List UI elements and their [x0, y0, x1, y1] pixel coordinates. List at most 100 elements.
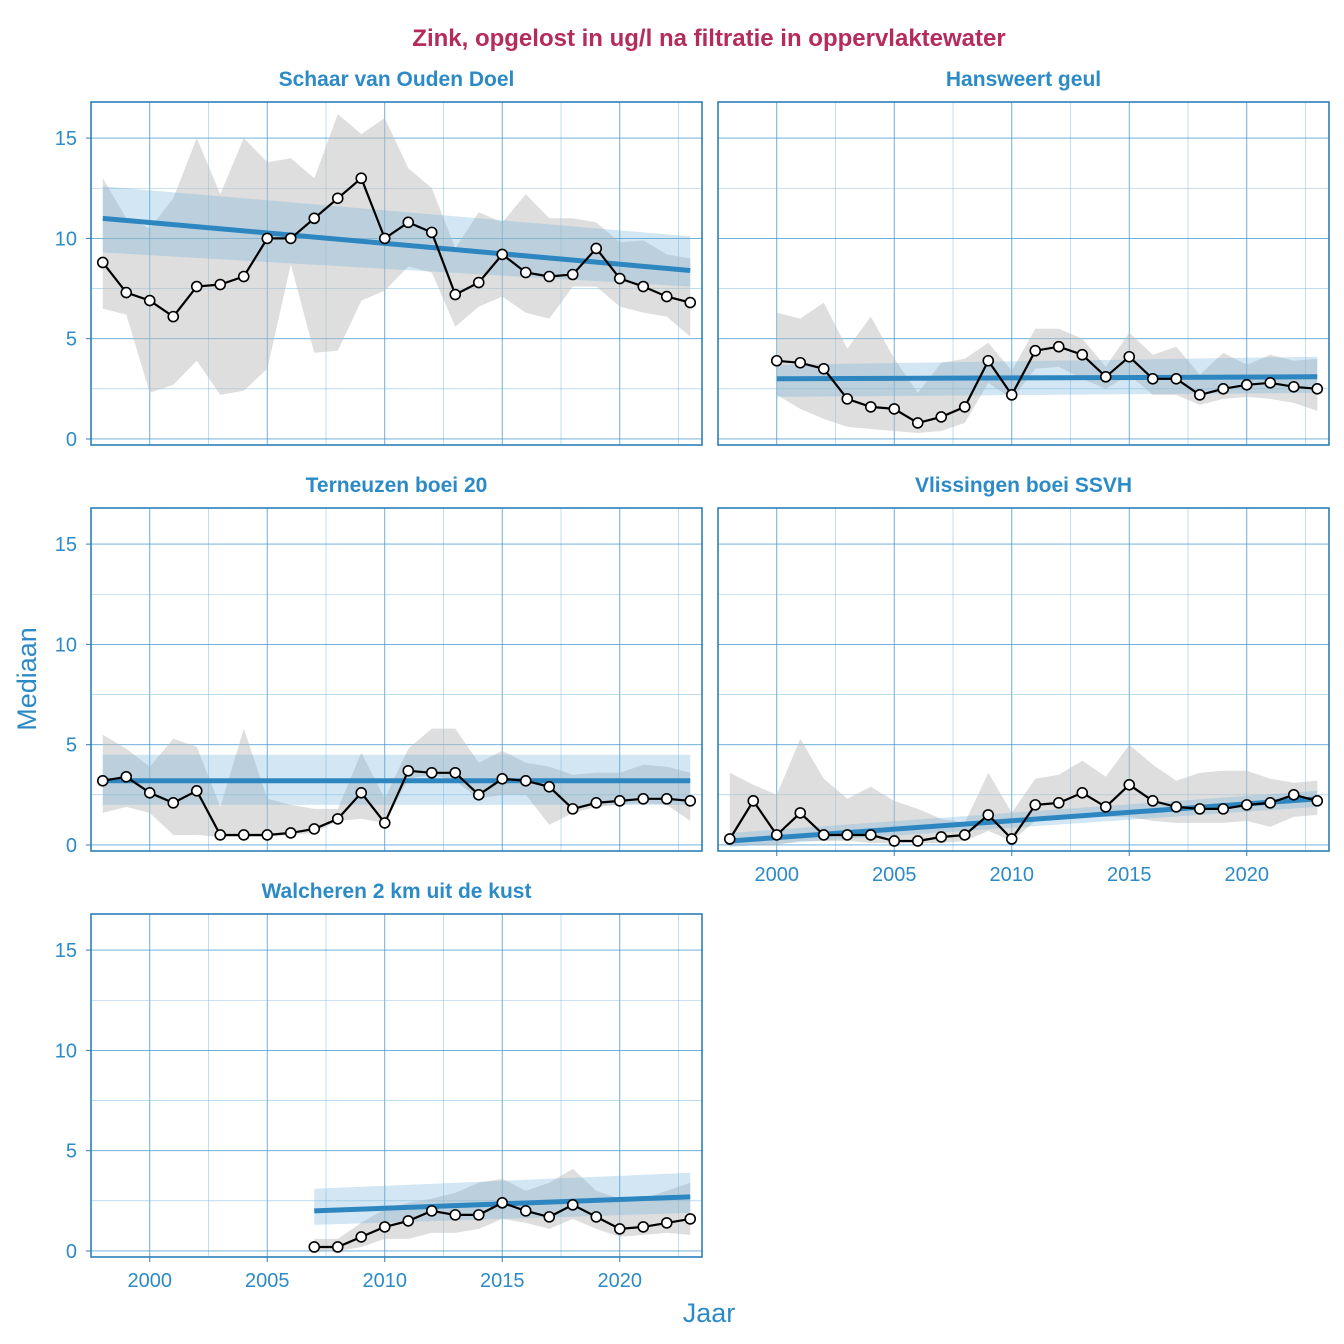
x-tick-label: 2015 — [480, 1270, 525, 1292]
data-point-walcheren-2-km-uit-de-kust-2011 — [402, 1215, 415, 1227]
data-point-vlissingen-boei-ssvh-2006 — [911, 835, 924, 847]
data-point-vlissingen-boei-ssvh-2022 — [1287, 789, 1300, 801]
panel-border — [717, 101, 1330, 446]
data-point-walcheren-2-km-uit-de-kust-2014 — [472, 1209, 485, 1221]
panel-vlissingen-boei-ssvh: Vlissingen boei SSVH 2000 2005 2010 2015 2020 — [717, 474, 1330, 886]
data-point-terneuzen-boei-20-2007 — [308, 823, 321, 835]
data-point-vlissingen-boei-ssvh-2015 — [1123, 779, 1136, 791]
data-point-terneuzen-boei-20-2006 — [284, 827, 297, 839]
data-point-terneuzen-boei-20-2003 — [214, 829, 227, 841]
data-point-hansweert-geul-2003 — [841, 393, 854, 405]
data-point-vlissingen-boei-ssvh-2013 — [1076, 787, 1089, 799]
data-point-vlissingen-boei-ssvh-2023 — [1311, 795, 1324, 807]
data-point-hansweert-geul-2001 — [794, 356, 807, 369]
data-point-schaar-van-ouden-doel-2011 — [402, 216, 415, 229]
data-point-walcheren-2-km-uit-de-kust-2016 — [519, 1205, 532, 1217]
data-point-schaar-van-ouden-doel-2010 — [378, 232, 391, 245]
data-point-terneuzen-boei-20-2012 — [425, 766, 438, 779]
data-point-terneuzen-boei-20-2018 — [566, 803, 579, 815]
data-point-schaar-van-ouden-doel-2019 — [590, 242, 603, 255]
data-point-terneuzen-boei-20-2010 — [378, 817, 391, 829]
y-axis-label: Mediaan — [12, 627, 42, 731]
y-tick-label: 10 — [55, 634, 77, 656]
data-point-walcheren-2-km-uit-de-kust-2008 — [331, 1241, 344, 1253]
data-point-terneuzen-boei-20-2016 — [519, 774, 532, 787]
data-point-terneuzen-boei-20-2009 — [355, 787, 368, 799]
data-point-walcheren-2-km-uit-de-kust-2021 — [637, 1221, 650, 1233]
data-point-vlissingen-boei-ssvh-2020 — [1240, 799, 1253, 811]
data-point-schaar-van-ouden-doel-2015 — [496, 248, 509, 261]
panel-border — [90, 101, 703, 446]
y-tick-label: 15 — [55, 128, 77, 150]
data-point-vlissingen-boei-ssvh-2004 — [864, 829, 877, 841]
x-tick-label: 2000 — [128, 1270, 173, 1292]
data-point-schaar-van-ouden-doel-2017 — [543, 270, 556, 283]
data-point-vlissingen-boei-ssvh-2001 — [794, 807, 807, 819]
data-point-hansweert-geul-2016 — [1146, 373, 1159, 385]
data-point-terneuzen-boei-20-2011 — [402, 764, 415, 777]
data-point-schaar-van-ouden-doel-1999 — [120, 286, 133, 299]
data-point-schaar-van-ouden-doel-2006 — [284, 232, 297, 245]
data-point-hansweert-geul-2002 — [817, 362, 830, 375]
data-point-hansweert-geul-2013 — [1076, 348, 1089, 361]
data-point-walcheren-2-km-uit-de-kust-2017 — [543, 1211, 556, 1223]
data-point-vlissingen-boei-ssvh-1999 — [747, 795, 760, 807]
panel-terneuzen-boei-20: Terneuzen boei 20 0 5 10 15 — [55, 474, 703, 857]
data-point-vlissingen-boei-ssvh-2010 — [1005, 833, 1018, 845]
data-point-schaar-van-ouden-doel-2007 — [308, 212, 321, 225]
data-point-vlissingen-boei-ssvh-2012 — [1052, 797, 1065, 809]
data-point-vlissingen-boei-ssvh-2008 — [958, 829, 971, 841]
data-point-hansweert-geul-2014 — [1099, 371, 1112, 383]
data-point-hansweert-geul-2018 — [1193, 389, 1206, 401]
range-band-hansweert-geul — [776, 302, 1318, 433]
range-band-vlissingen-boei-ssvh — [729, 738, 1318, 845]
data-point-vlissingen-boei-ssvh-2019 — [1217, 803, 1230, 815]
data-point-schaar-van-ouden-doel-2022 — [660, 290, 673, 303]
chart-title: Zink, opgelost in ug/l na filtratie in o… — [412, 25, 1005, 52]
data-point-vlissingen-boei-ssvh-2021 — [1264, 797, 1277, 809]
range-band-schaar-van-ouden-doel — [102, 114, 691, 395]
data-point-schaar-van-ouden-doel-2016 — [519, 266, 532, 279]
data-point-hansweert-geul-2021 — [1264, 377, 1277, 389]
data-point-terneuzen-boei-20-2004 — [237, 829, 250, 841]
panel-title-schaar-van-ouden-doel: Schaar van Ouden Doel — [279, 68, 515, 91]
data-point-schaar-van-ouden-doel-2005 — [261, 232, 274, 245]
data-point-vlissingen-boei-ssvh-2000 — [770, 829, 783, 841]
x-tick-label: 2020 — [598, 1270, 643, 1292]
data-point-schaar-van-ouden-doel-2008 — [331, 192, 344, 205]
panel-border — [717, 507, 1330, 852]
data-point-schaar-van-ouden-doel-2020 — [613, 272, 626, 285]
data-point-schaar-van-ouden-doel-2002 — [190, 280, 203, 293]
data-point-vlissingen-boei-ssvh-2018 — [1193, 803, 1206, 815]
data-point-walcheren-2-km-uit-de-kust-2022 — [660, 1217, 673, 1229]
panel-plot-area — [770, 302, 1324, 433]
data-point-schaar-van-ouden-doel-2004 — [237, 270, 250, 283]
data-point-schaar-van-ouden-doel-2012 — [425, 226, 438, 239]
y-tick-label: 15 — [55, 940, 77, 962]
x-tick-label: 2010 — [363, 1270, 408, 1292]
data-point-schaar-van-ouden-doel-2013 — [449, 288, 462, 301]
panels-group: Schaar van Ouden Doel 0 5 10 15 Hansweert geu… — [55, 68, 1330, 1292]
data-point-walcheren-2-km-uit-de-kust-2013 — [449, 1209, 462, 1221]
data-point-walcheren-2-km-uit-de-kust-2019 — [590, 1211, 603, 1223]
data-point-walcheren-2-km-uit-de-kust-2012 — [425, 1205, 438, 1217]
x-tick-label: 2005 — [872, 864, 917, 886]
data-point-hansweert-geul-2006 — [911, 417, 924, 429]
data-point-vlissingen-boei-ssvh-1998 — [723, 833, 736, 845]
data-point-hansweert-geul-2000 — [770, 354, 783, 367]
data-point-schaar-van-ouden-doel-2018 — [566, 268, 579, 281]
data-point-schaar-van-ouden-doel-2003 — [214, 278, 227, 291]
data-point-vlissingen-boei-ssvh-2003 — [841, 829, 854, 841]
panel-title-terneuzen-boei-20: Terneuzen boei 20 — [306, 474, 488, 497]
data-point-hansweert-geul-2022 — [1287, 381, 1300, 393]
data-point-hansweert-geul-2008 — [958, 401, 971, 413]
data-point-walcheren-2-km-uit-de-kust-2018 — [566, 1199, 579, 1211]
data-point-hansweert-geul-2012 — [1052, 340, 1065, 353]
panel-border — [90, 913, 703, 1258]
data-point-hansweert-geul-2009 — [982, 354, 995, 367]
y-tick-label: 5 — [66, 329, 77, 351]
data-point-hansweert-geul-2010 — [1005, 389, 1018, 401]
x-tick-label: 2010 — [990, 864, 1035, 886]
panel-title-vlissingen-boei-ssvh: Vlissingen boei SSVH — [915, 474, 1132, 497]
panel-schaar-van-ouden-doel: Schaar van Ouden Doel 0 5 10 15 — [55, 68, 703, 451]
